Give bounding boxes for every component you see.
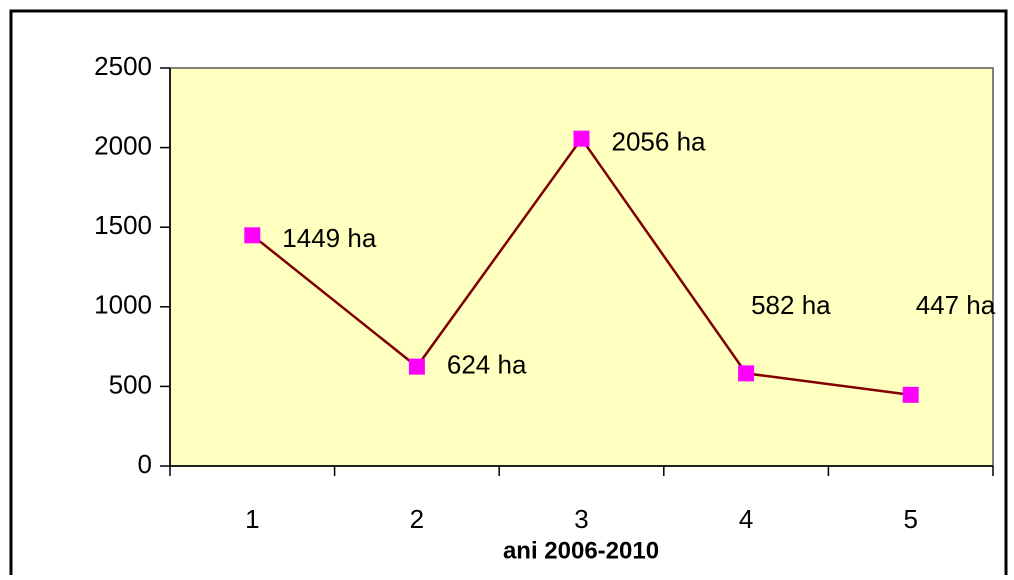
marker (408, 358, 425, 375)
y-tick-label: 500 (109, 369, 152, 399)
x-tick-label: 5 (903, 504, 917, 534)
x-tick-label: 1 (245, 504, 259, 534)
y-tick-label: 2500 (94, 51, 152, 81)
y-tick-label: 2000 (94, 130, 152, 160)
data-label: 1449 ha (282, 223, 377, 253)
x-axis-label: ani 2006-2010 (503, 537, 659, 564)
y-tick-label: 0 (138, 449, 152, 479)
marker (902, 386, 919, 403)
x-tick-label: 2 (410, 504, 424, 534)
marker (573, 130, 590, 147)
x-tick-label: 3 (574, 504, 588, 534)
data-label: 582 ha (751, 290, 831, 320)
marker (244, 227, 261, 244)
data-label: 2056 ha (612, 127, 707, 157)
data-label: 624 ha (447, 350, 527, 380)
data-label: 447 ha (916, 290, 996, 320)
y-tick-label: 1000 (94, 290, 152, 320)
y-tick-label: 1500 (94, 210, 152, 240)
x-tick-label: 4 (739, 504, 753, 534)
marker (738, 365, 755, 382)
